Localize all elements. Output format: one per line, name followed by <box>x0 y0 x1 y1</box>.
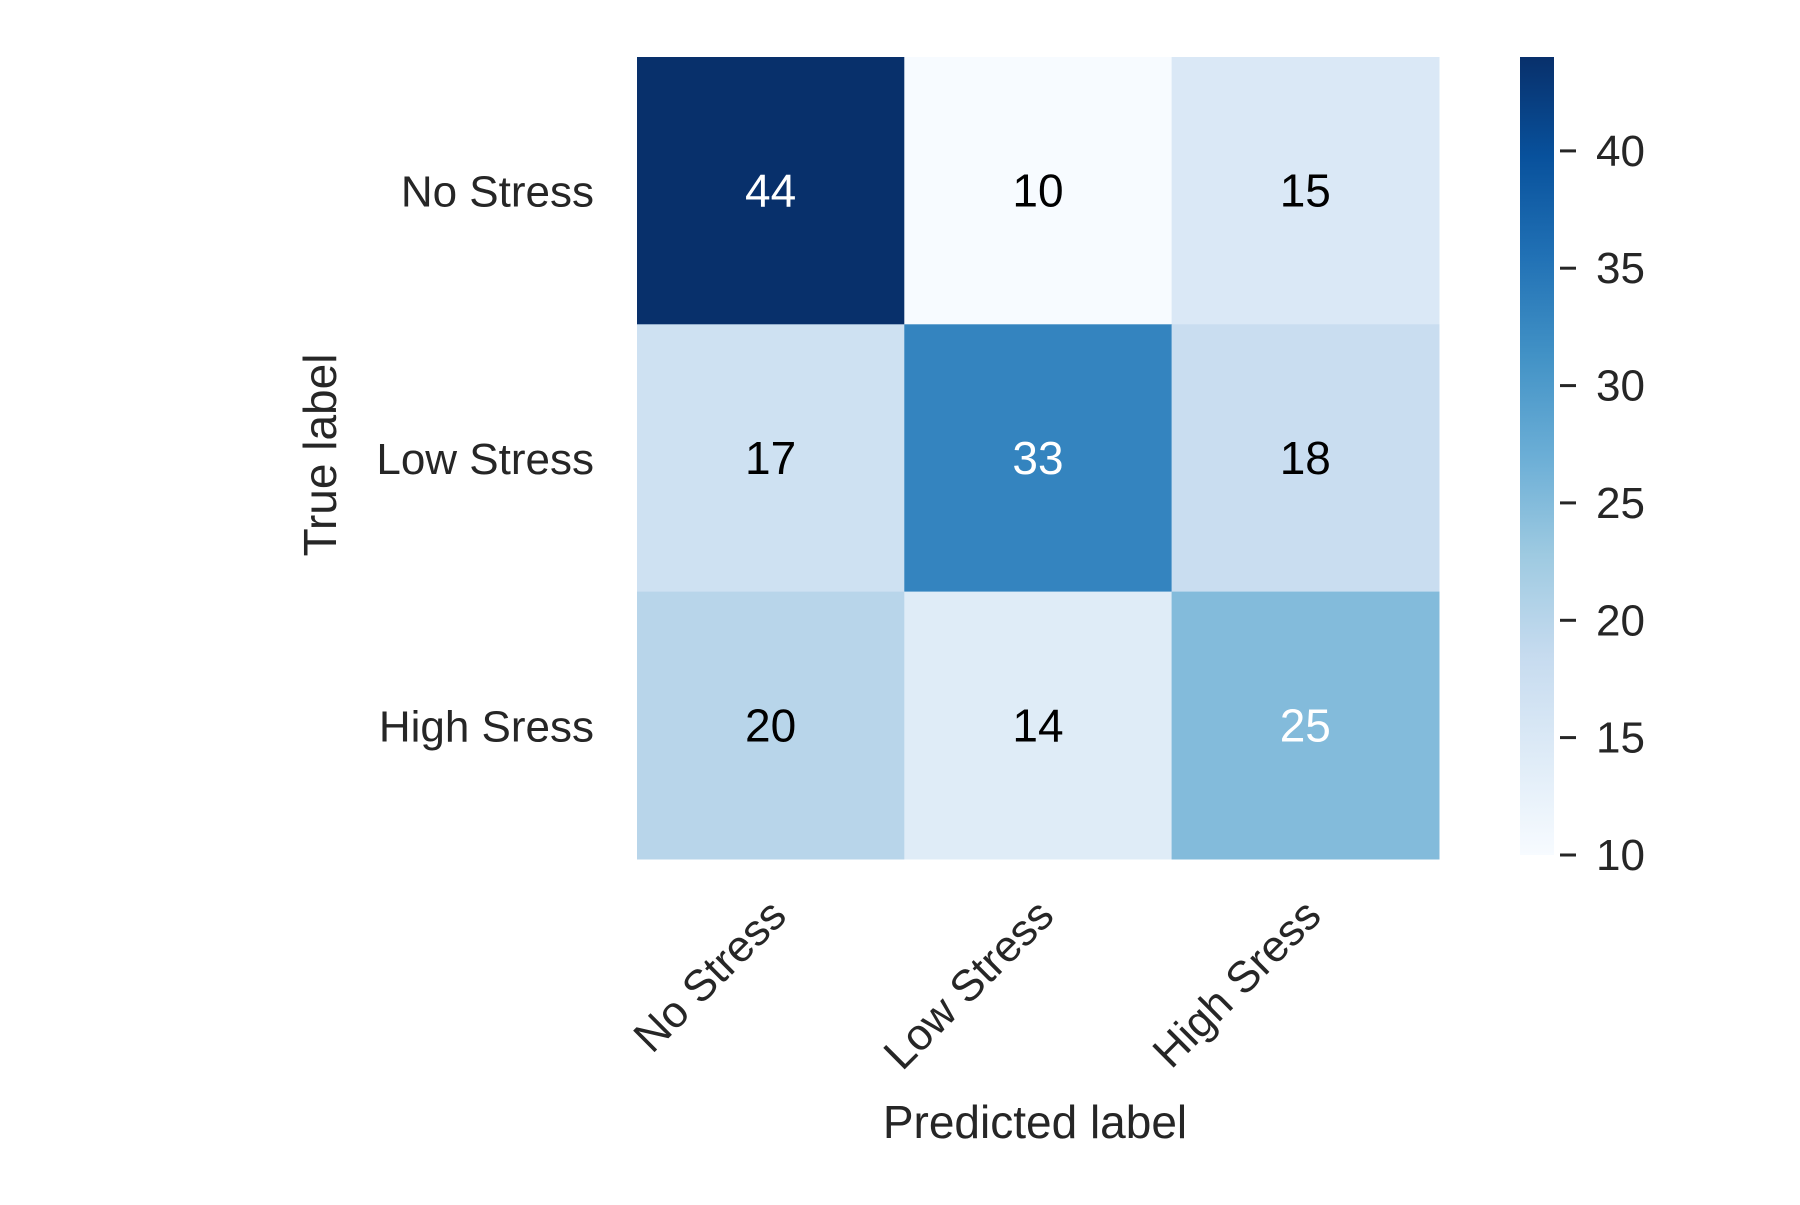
cell-value-r2-c0: 20 <box>745 699 796 751</box>
cell-value-r0-c0: 44 <box>745 165 796 217</box>
heatmap-cell-r1-c2 <box>1171 324 1440 593</box>
cell-value-labels: 44 10 15 17 33 18 20 14 25 <box>745 165 1331 752</box>
colorbar-tick-label-1: 15 <box>1596 714 1645 763</box>
heatmap-cell-r2-c1 <box>904 591 1173 860</box>
y-tick-label-2: High Sress <box>379 702 594 751</box>
cell-value-r2-c2: 25 <box>1280 699 1331 751</box>
colorbar-tick-label-3: 25 <box>1596 479 1645 528</box>
x-tick-label-2: High Sress <box>1144 890 1331 1077</box>
y-tick-label-1: Low Stress <box>376 435 594 484</box>
cell-value-r1-c0: 17 <box>745 432 796 484</box>
x-axis-tick-labels: No Stress Low Stress High Sress <box>624 890 1330 1079</box>
y-axis-tick-labels: No Stress Low Stress High Sress <box>376 168 594 752</box>
y-tick-label-0: No Stress <box>401 168 594 217</box>
colorbar-tick-label-6: 40 <box>1596 127 1645 176</box>
colorbar <box>1520 57 1554 855</box>
heatmap-cell-r1-c1 <box>904 324 1173 593</box>
x-axis-label: Predicted label <box>883 1096 1187 1148</box>
heatmap-cell-r0-c1 <box>904 57 1173 325</box>
cell-value-r0-c2: 15 <box>1280 165 1331 217</box>
heatmap-cell-r1-c0 <box>637 324 905 593</box>
heatmap-cells <box>637 57 1440 860</box>
cell-value-r0-c1: 10 <box>1012 165 1063 217</box>
cell-value-r1-c1: 33 <box>1012 432 1063 484</box>
colorbar-tick-label-4: 30 <box>1596 362 1645 411</box>
colorbar-tick-label-0: 10 <box>1596 831 1645 880</box>
heatmap-cell-r0-c0 <box>637 57 905 325</box>
x-tick-label-1: Low Stress <box>875 890 1064 1079</box>
y-axis-label: True label <box>294 354 346 557</box>
heatmap-cell-r2-c0 <box>637 591 905 860</box>
x-tick-label-0: No Stress <box>624 890 795 1061</box>
cell-value-r1-c2: 18 <box>1280 432 1331 484</box>
heatmap-cell-r2-c2 <box>1171 591 1440 860</box>
heatmap-cell-r0-c2 <box>1171 57 1440 325</box>
colorbar-tick-label-5: 35 <box>1596 244 1645 293</box>
colorbar-tick-label-2: 20 <box>1596 596 1645 645</box>
cell-value-r2-c1: 14 <box>1012 699 1063 751</box>
colorbar-ticks: 10 15 20 25 30 35 40 <box>1560 127 1645 880</box>
